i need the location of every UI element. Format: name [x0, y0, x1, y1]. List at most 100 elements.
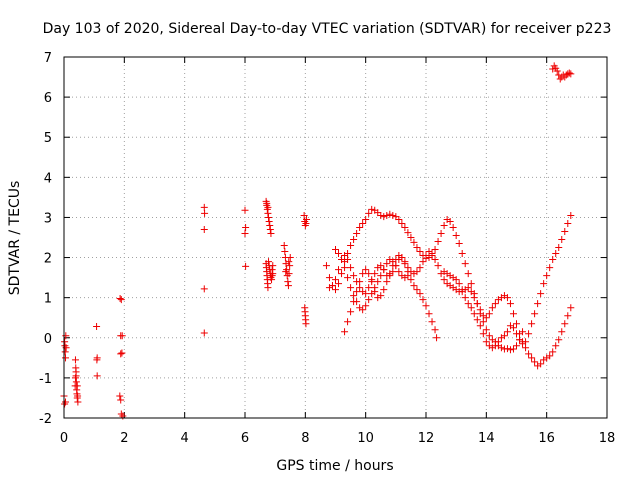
data-point — [286, 254, 294, 262]
data-point — [328, 282, 336, 290]
data-point — [269, 270, 277, 278]
data-point — [356, 284, 364, 292]
data-point — [452, 276, 460, 284]
data-point — [482, 314, 490, 322]
y-axis-label: SDTVAR / TECUs — [7, 181, 23, 296]
series-top_right_cluster — [549, 62, 575, 83]
data-point — [266, 221, 274, 229]
data-point — [386, 210, 394, 218]
data-point — [368, 205, 376, 213]
data-point — [117, 396, 125, 404]
data-point — [280, 242, 288, 250]
data-point — [335, 280, 343, 288]
data-point — [93, 354, 101, 362]
data-point — [531, 310, 539, 318]
data-point — [509, 324, 517, 332]
data-point — [497, 344, 505, 352]
data-point — [356, 223, 364, 231]
data-point — [555, 244, 563, 252]
data-point — [116, 294, 124, 302]
data-point — [371, 284, 379, 292]
data-point — [398, 254, 406, 262]
data-point — [71, 356, 79, 364]
x-tick-label: 0 — [60, 431, 68, 446]
data-point — [383, 278, 391, 286]
data-point — [341, 264, 349, 272]
data-point — [546, 352, 554, 360]
data-point — [549, 256, 557, 264]
series-trace_upper_arc — [322, 205, 527, 354]
data-point — [467, 304, 475, 312]
data-point — [455, 280, 463, 288]
data-point — [553, 67, 561, 75]
data-point — [543, 272, 551, 280]
data-point — [286, 262, 294, 270]
data-point — [416, 290, 424, 298]
x-axis-label: GPS time / hours — [276, 458, 393, 474]
data-point — [509, 310, 517, 318]
series-trace_late_rise — [332, 211, 575, 352]
data-point — [359, 219, 367, 227]
data-point — [473, 316, 481, 324]
y-tick-label: 2 — [44, 252, 52, 267]
data-point — [404, 272, 412, 280]
data-point — [410, 282, 418, 290]
data-point — [506, 346, 514, 354]
data-point — [488, 304, 496, 312]
y-tick-label: 7 — [44, 51, 52, 66]
data-point — [242, 262, 250, 270]
data-point — [389, 211, 397, 219]
data-point — [413, 286, 421, 294]
data-point — [413, 244, 421, 252]
data-point — [528, 320, 536, 328]
data-point — [73, 382, 81, 390]
data-point — [537, 290, 545, 298]
data-point — [116, 392, 124, 400]
x-tick-label: 12 — [418, 431, 435, 446]
data-point — [265, 217, 273, 225]
y-tick-label: 3 — [44, 211, 52, 226]
data-point — [509, 345, 517, 353]
data-point — [404, 229, 412, 237]
data-point — [407, 276, 415, 284]
data-point — [473, 300, 481, 308]
data-point — [377, 292, 385, 300]
series-cluster_6_7_to_8 — [262, 197, 311, 328]
data-point — [467, 288, 475, 296]
data-point — [401, 260, 409, 268]
data-point — [513, 342, 520, 350]
data-point — [269, 262, 277, 270]
data-point — [380, 286, 388, 294]
data-point — [479, 318, 487, 326]
data-point — [407, 234, 415, 241]
data-point — [302, 320, 310, 328]
data-point — [558, 236, 566, 244]
data-point — [485, 332, 493, 340]
data-point — [561, 227, 569, 235]
data-point — [401, 223, 409, 231]
data-point — [564, 312, 572, 320]
data-point — [347, 308, 355, 316]
data-point — [461, 260, 469, 268]
data-point — [392, 262, 400, 270]
data-point — [241, 206, 249, 214]
data-point — [200, 285, 208, 293]
x-tick-label: 6 — [241, 431, 249, 446]
data-point — [62, 398, 70, 406]
data-point — [368, 290, 376, 298]
data-point — [265, 258, 273, 266]
data-point — [410, 238, 418, 246]
x-tick-label: 10 — [357, 431, 374, 446]
data-point — [552, 250, 560, 258]
data-point — [567, 304, 575, 312]
data-point — [549, 65, 557, 73]
data-point — [284, 282, 292, 290]
data-point — [200, 225, 208, 233]
data-point — [395, 268, 403, 276]
data-point — [455, 240, 463, 248]
x-tick-label: 18 — [599, 431, 616, 446]
data-point — [440, 221, 448, 229]
data-point — [281, 248, 289, 256]
data-point — [470, 310, 478, 318]
